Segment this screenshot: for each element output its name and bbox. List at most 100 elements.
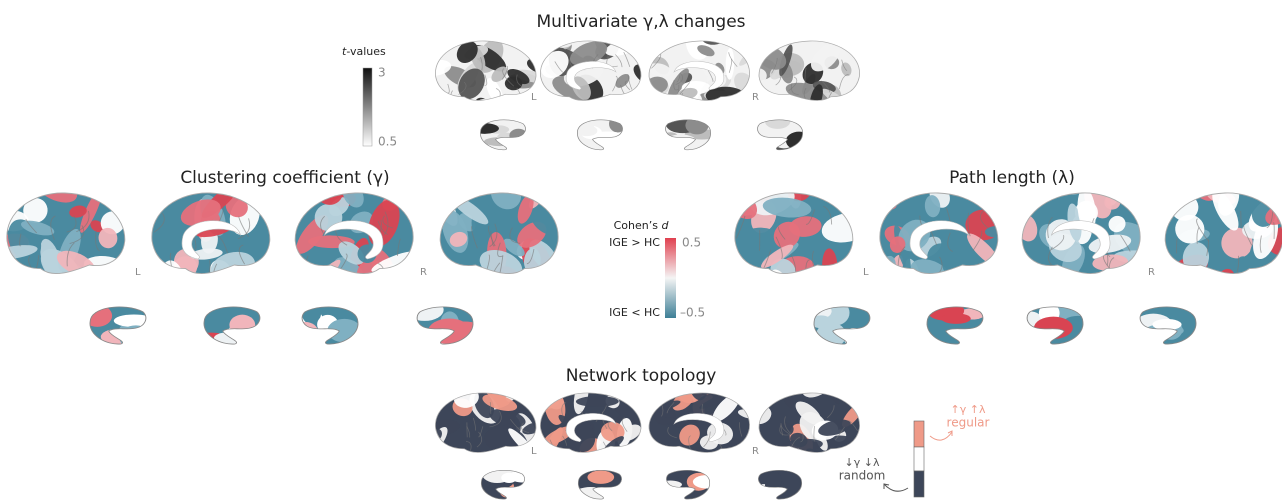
regular-symbols: ↑γ ↑λ [951,403,986,416]
brain-subcortical [577,119,623,151]
random-label: random [839,469,886,483]
region [352,271,384,300]
brain-lateral [435,392,537,453]
region [569,41,608,66]
sulcus [707,69,714,82]
brain-subcortical [757,119,803,151]
sulcus [805,259,810,274]
sulcus [484,74,488,86]
region [809,84,823,101]
sulcus [947,232,953,252]
medial-wall [673,413,725,442]
region [522,422,536,435]
outline [648,392,750,453]
hemisphere-label: L [135,267,141,278]
region [1114,192,1140,200]
sulcus [1243,225,1253,246]
outline [734,192,854,275]
hemisphere-label: L [531,446,537,457]
sulcus [383,211,389,236]
sulcus [667,426,678,439]
legend-random [913,470,925,498]
hemisphere-label: R [752,446,759,457]
brain-medial [879,192,999,275]
outline [435,40,537,101]
subcortex-patches [927,306,983,329]
colorbar-title-italic: t [342,45,347,58]
sulcus [676,72,681,83]
sulcus [728,58,733,73]
sulcus [897,246,906,268]
sulcus [848,420,858,432]
colorbar-title-rest: -values [346,45,386,58]
outline [813,306,871,345]
sulcus [238,216,250,238]
sulcus [520,422,530,434]
outline [926,306,984,345]
brain-subcortical [666,469,710,500]
structure [609,119,623,133]
sulcus [25,218,38,234]
brain-subcortical [480,119,526,151]
outline [203,306,261,345]
region [342,192,364,208]
region [517,194,534,224]
region [571,76,591,100]
sulcus [972,230,983,251]
structure [501,472,517,483]
region [180,199,221,226]
region [414,52,438,72]
sulcus [813,426,815,442]
sulcus [502,68,515,87]
sulcus [775,67,782,86]
brain-lateral [439,192,559,275]
sulcus [483,254,490,274]
region [490,192,522,210]
brain-subcortical [926,306,984,345]
sulcus [827,92,833,101]
hemisphere-label: L [531,92,537,103]
region [725,47,735,80]
region [759,68,767,84]
sulcus [1206,238,1209,256]
colorbar-title-italic: d [661,219,669,232]
sulcus [377,263,389,274]
sulcus [780,423,792,436]
outline [665,119,711,151]
outline [540,40,642,101]
cortex-patches [435,392,536,453]
sulcus [562,435,568,446]
region [1231,256,1255,274]
structure [764,119,791,129]
sulcus [489,223,498,248]
subcortex-patches [1027,306,1083,339]
sulcus [19,233,22,247]
brain-subcortical [481,469,525,500]
random-symbols: ↓γ ↓λ [845,456,880,469]
region [90,220,105,233]
outline [757,119,803,151]
sulcus [554,61,565,74]
sulcus [979,210,989,229]
region [482,394,518,411]
outline [6,192,126,275]
colorbar-title: Cohen’s d [614,219,670,232]
region [489,408,526,428]
structure [444,321,473,337]
sulcus [471,225,478,249]
title: Multivariate γ,λ changes [536,12,745,32]
region [484,428,512,452]
region [436,40,452,46]
structure [302,306,322,325]
outline [578,469,622,500]
brain-subcortical [203,306,261,345]
outline [89,306,147,345]
region [821,212,853,243]
brain-subcortical [578,469,622,500]
medial-wall [565,413,617,442]
sulcus [1120,234,1131,252]
region [394,192,414,208]
sulcus [666,402,675,414]
region [889,236,906,253]
